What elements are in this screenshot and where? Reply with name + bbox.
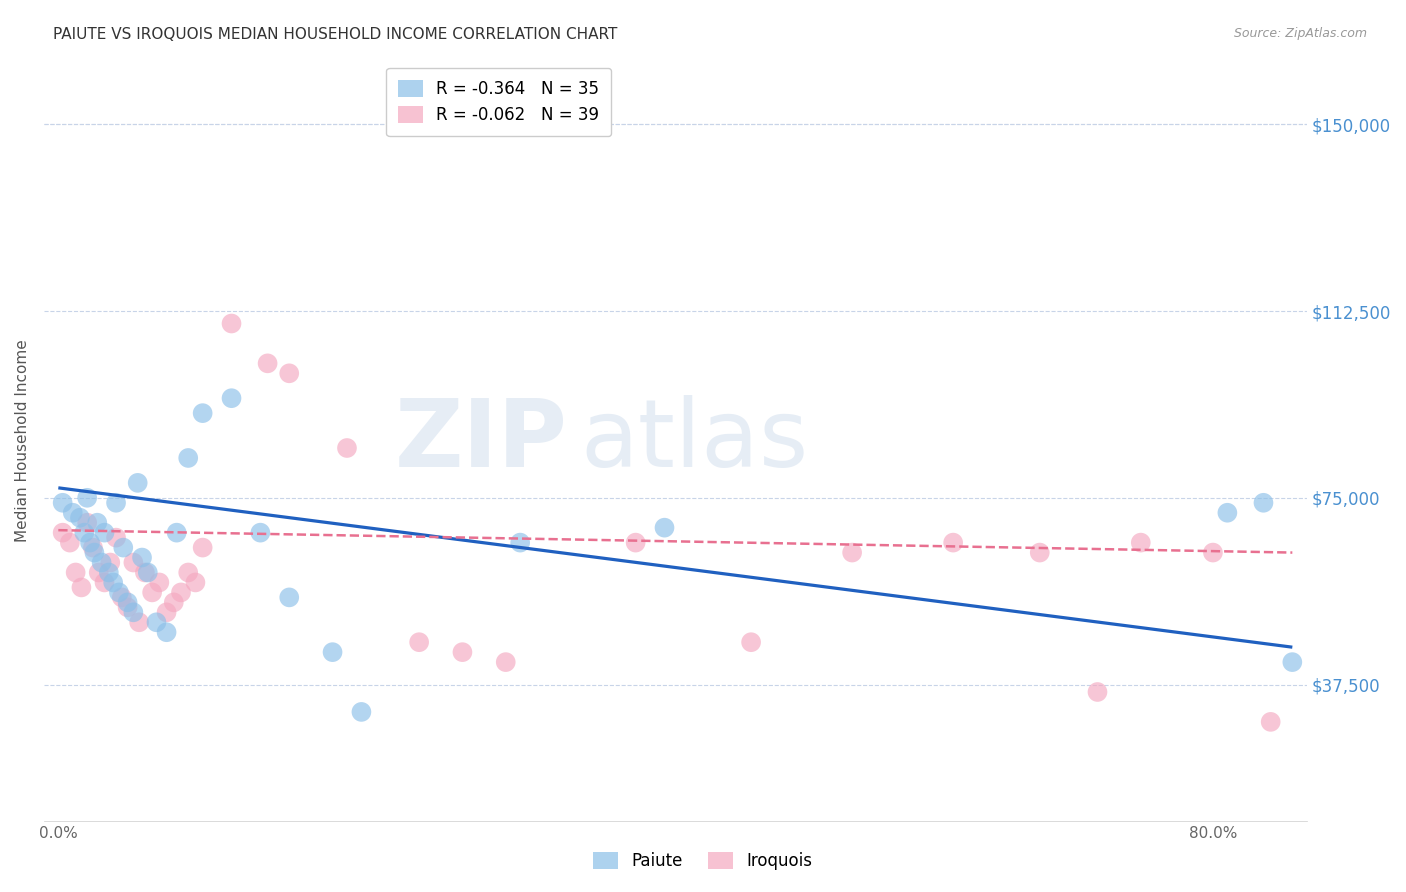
Point: [336, 441, 359, 455]
Text: Source: ZipAtlas.com: Source: ZipAtlas.com: [1233, 27, 1367, 40]
Point: [131, 550, 153, 565]
Point: [93, 525, 115, 540]
Point: [942, 535, 965, 549]
Point: [256, 356, 278, 370]
Point: [111, 591, 134, 605]
Point: [82, 541, 104, 555]
Point: [73, 525, 96, 540]
Point: [134, 566, 156, 580]
Point: [141, 585, 163, 599]
Text: ZIP: ZIP: [395, 394, 568, 486]
Point: [509, 535, 531, 549]
Point: [117, 600, 139, 615]
Point: [451, 645, 474, 659]
Point: [69, 510, 91, 524]
Point: [122, 556, 145, 570]
Point: [322, 645, 344, 659]
Point: [98, 556, 121, 570]
Text: atlas: atlas: [581, 394, 808, 486]
Point: [86, 516, 108, 530]
Point: [624, 535, 647, 549]
Point: [145, 615, 167, 630]
Point: [1202, 545, 1225, 559]
Point: [654, 521, 676, 535]
Point: [128, 615, 150, 630]
Point: [1253, 496, 1275, 510]
Point: [122, 605, 145, 619]
Point: [52, 525, 75, 540]
Point: [155, 625, 177, 640]
Point: [70, 581, 93, 595]
Legend: Paiute, Iroquois: Paiute, Iroquois: [586, 845, 820, 877]
Point: [65, 566, 87, 580]
Point: [350, 705, 373, 719]
Point: [177, 566, 200, 580]
Text: PAIUTE VS IROQUOIS MEDIAN HOUSEHOLD INCOME CORRELATION CHART: PAIUTE VS IROQUOIS MEDIAN HOUSEHOLD INCO…: [53, 27, 617, 42]
Point: [278, 367, 301, 381]
Point: [1260, 714, 1282, 729]
Point: [249, 525, 271, 540]
Point: [101, 575, 124, 590]
Point: [105, 496, 128, 510]
Point: [127, 475, 149, 490]
Point: [177, 450, 200, 465]
Point: [155, 605, 177, 619]
Point: [184, 575, 207, 590]
Point: [1087, 685, 1109, 699]
Point: [97, 566, 120, 580]
Point: [52, 496, 75, 510]
Point: [841, 545, 863, 559]
Point: [62, 506, 84, 520]
Point: [221, 317, 243, 331]
Point: [93, 575, 115, 590]
Point: [278, 591, 301, 605]
Point: [170, 585, 193, 599]
Point: [90, 556, 112, 570]
Point: [148, 575, 170, 590]
Point: [163, 595, 186, 609]
Point: [221, 391, 243, 405]
Point: [117, 595, 139, 609]
Point: [1281, 655, 1303, 669]
Point: [495, 655, 517, 669]
Point: [740, 635, 762, 649]
Point: [87, 566, 110, 580]
Point: [191, 406, 214, 420]
Point: [105, 531, 128, 545]
Point: [76, 491, 98, 505]
Point: [108, 585, 131, 599]
Point: [408, 635, 430, 649]
Point: [136, 566, 159, 580]
Point: [112, 541, 135, 555]
Point: [166, 525, 188, 540]
Y-axis label: Median Household Income: Median Household Income: [15, 339, 30, 542]
Point: [1129, 535, 1152, 549]
Point: [76, 516, 98, 530]
Point: [191, 541, 214, 555]
Legend: R = -0.364   N = 35, R = -0.062   N = 39: R = -0.364 N = 35, R = -0.062 N = 39: [387, 68, 610, 136]
Point: [79, 535, 101, 549]
Point: [59, 535, 82, 549]
Point: [1029, 545, 1052, 559]
Point: [83, 545, 105, 559]
Point: [1216, 506, 1239, 520]
